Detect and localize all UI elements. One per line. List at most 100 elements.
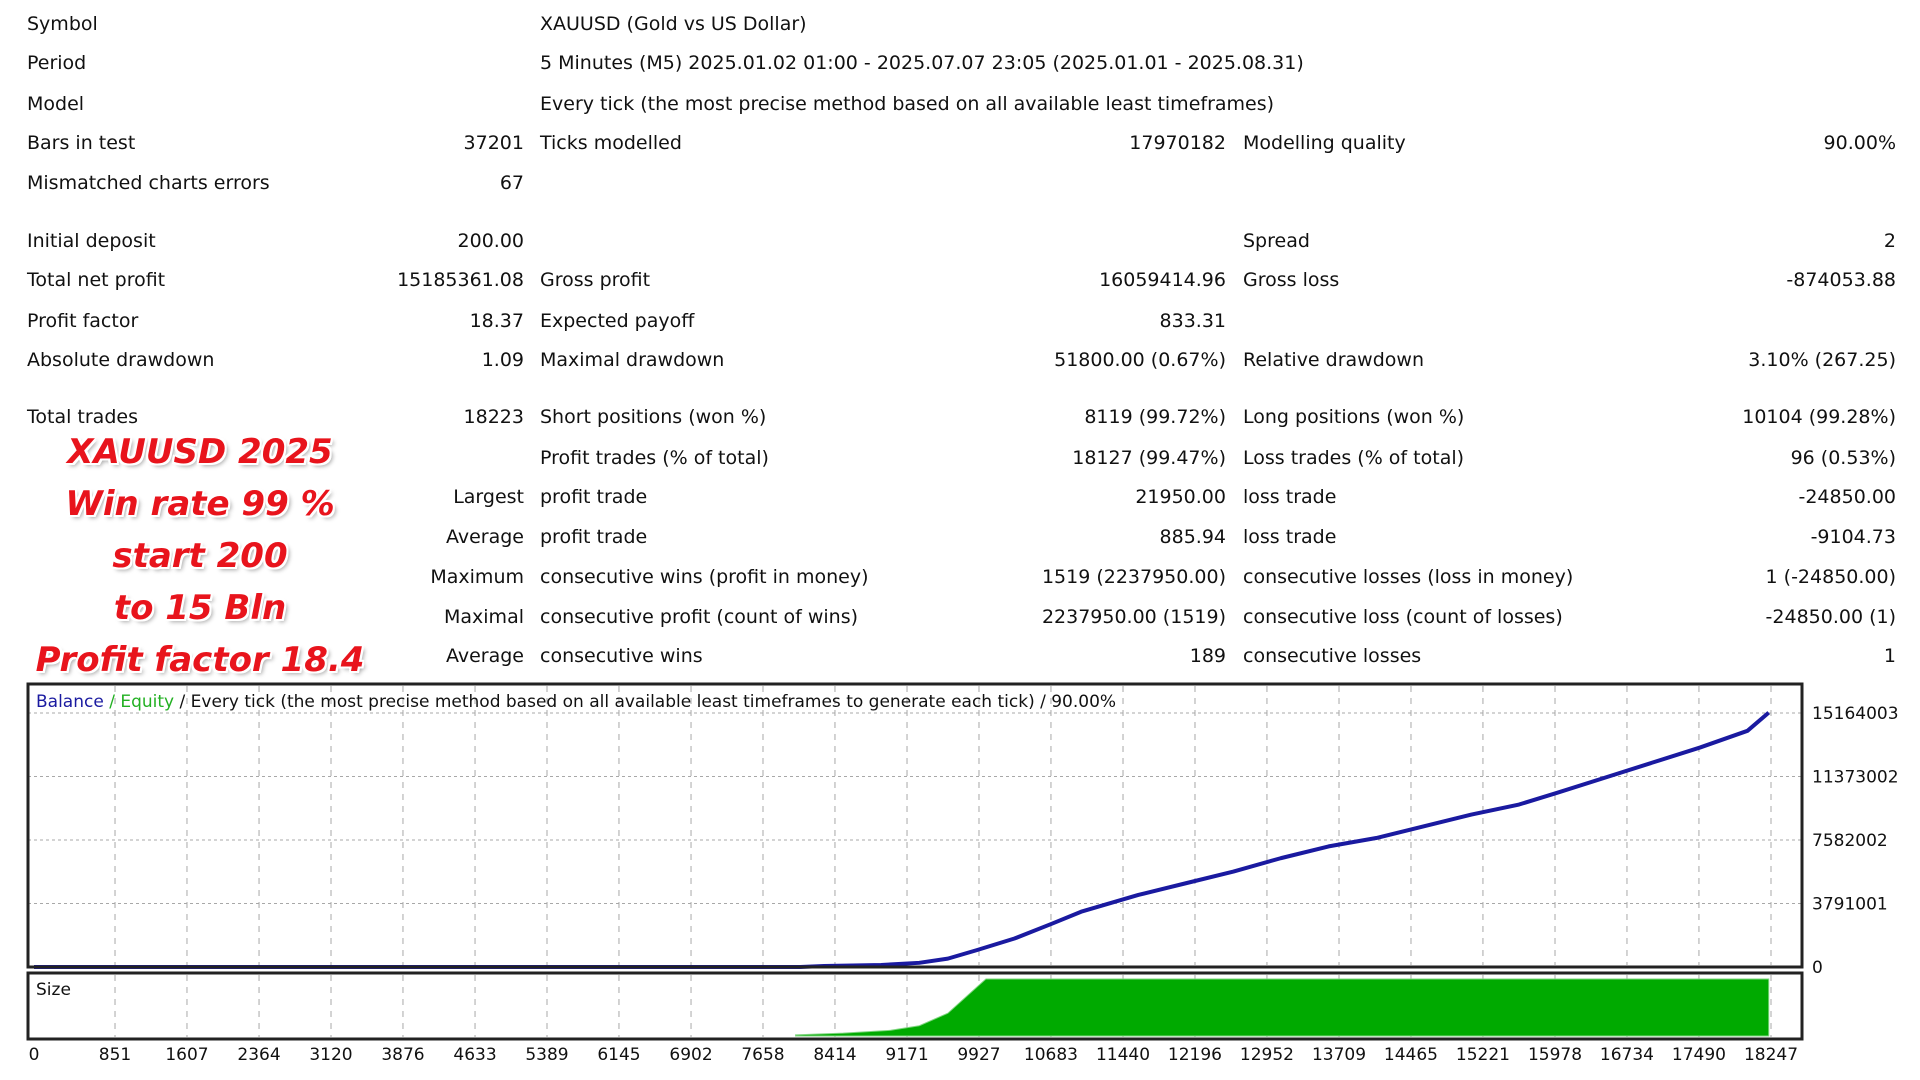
stat-label-3: Long positions (won %): [1243, 406, 1465, 428]
stat-label-1: Initial deposit: [27, 230, 156, 252]
stat-label-2: Profit trades (% of total): [540, 447, 769, 469]
x-tick-label: 16734: [1600, 1045, 1654, 1065]
x-tick-label: 3876: [381, 1045, 424, 1065]
stat-label-1: Profit factor: [27, 310, 139, 332]
stat-label-2: Expected payoff: [540, 310, 695, 332]
y-tick-label: 3791001: [1812, 895, 1888, 915]
balance-pane-frame: [26, 682, 1804, 969]
stat-label-2: Gross profit: [540, 269, 651, 291]
stat-value-1: Maximum: [430, 566, 524, 588]
stats-row: Largest profit trade 21950.00 loss trade -24…: [0, 484, 1920, 510]
stat-label-2: Every tick (the most precise method base…: [540, 93, 1275, 115]
x-tick-label: 10683: [1024, 1045, 1078, 1065]
overlay-text: to 15 Bln: [113, 588, 287, 628]
x-tick-label: 17490: [1672, 1045, 1726, 1065]
stat-label-2: XAUUSD (Gold vs US Dollar): [540, 13, 807, 35]
x-tick-label: 7658: [741, 1045, 784, 1065]
stat-label-3: loss trade: [1243, 486, 1337, 508]
stat-value-3: -24850.00 (1): [1765, 606, 1896, 628]
stats-row: Absolute drawdown 1.09 Maximal drawdown 518…: [0, 347, 1920, 373]
overlay-text: Win rate 99 %: [65, 484, 335, 524]
stat-value-1: 67: [499, 172, 524, 194]
stat-label-2: profit trade: [540, 486, 648, 508]
stats-row: Average consecutive wins 189 consecutive lo…: [0, 643, 1920, 669]
stats-row: Maximum consecutive wins (profit in money…: [0, 564, 1920, 590]
stat-value-2: 21950.00: [1135, 486, 1226, 508]
stat-value-1: 1.09: [481, 349, 524, 371]
stat-value-1: Average: [445, 526, 524, 548]
x-tick-label: 851: [99, 1045, 131, 1065]
stat-label-3: Modelling quality: [1243, 132, 1406, 154]
stats-row: Total trades 18223 Short positions (won %)…: [0, 404, 1920, 430]
stat-value-2: 18127 (99.47%): [1072, 447, 1226, 469]
y-tick-label: 11373002: [1812, 768, 1899, 788]
x-tick-label: 9171: [885, 1045, 928, 1065]
balance-line: [34, 711, 1771, 969]
stat-label-3: consecutive loss (count of losses): [1243, 606, 1563, 628]
legend-description: / Every tick (the most precise method ba…: [174, 692, 1116, 712]
legend-balance: Balance: [36, 692, 104, 712]
size-area: [795, 978, 1770, 1037]
size-pane-frame: [26, 971, 1804, 1041]
x-tick-label: 15978: [1528, 1045, 1582, 1065]
stat-label-1: Total net profit: [27, 269, 166, 291]
overlay-text: start 200: [112, 536, 288, 576]
stat-value-3: -24850.00: [1798, 486, 1896, 508]
stat-value-2: 1519 (2237950.00): [1041, 566, 1226, 588]
stat-value-2: 2237950.00 (1519): [1041, 606, 1226, 628]
stat-label-3: consecutive losses (loss in money): [1243, 566, 1574, 588]
stat-label-1: Period: [27, 52, 87, 74]
stat-label-1: Bars in test: [27, 132, 136, 154]
stat-label-1: Mismatched charts errors: [27, 172, 270, 194]
stat-value-1: 15185361.08: [397, 269, 524, 291]
x-tick-label: 9927: [957, 1045, 1000, 1065]
x-tick-label: 14465: [1384, 1045, 1438, 1065]
x-tick-label: 1607: [165, 1045, 208, 1065]
x-tick-label: 12952: [1240, 1045, 1294, 1065]
stat-value-3: 10104 (99.28%): [1742, 406, 1896, 428]
stat-value-3: 1 (-24850.00): [1765, 566, 1896, 588]
stat-value-1: 18.37: [469, 310, 524, 332]
x-tick-label: 8414: [813, 1045, 856, 1065]
stat-label-3: Loss trades (% of total): [1243, 447, 1465, 469]
stat-label-3: Spread: [1243, 230, 1310, 252]
x-tick-label: 11440: [1096, 1045, 1150, 1065]
stats-row: Bars in test 37201 Ticks modelled 17970182 M…: [0, 130, 1920, 156]
stats-row: Period 5 Minutes (M5) 2025.01.02 01:00 - …: [0, 50, 1920, 76]
stat-value-3: 2: [1883, 230, 1896, 252]
stat-value-1: Largest: [453, 486, 524, 508]
x-tick-label: 5389: [525, 1045, 568, 1065]
stat-value-3: 96 (0.53%): [1790, 447, 1896, 469]
x-tick-label: 13709: [1312, 1045, 1366, 1065]
stat-label-3: consecutive losses: [1243, 645, 1422, 667]
chart-legend: Balance / Equity / Every tick (the most …: [36, 692, 1116, 712]
stat-label-1: Model: [27, 93, 85, 115]
stat-label-1: Total trades: [27, 406, 138, 428]
stats-row: Initial deposit 200.00 Spread 2: [0, 228, 1920, 254]
stat-value-3: -9104.73: [1810, 526, 1896, 548]
stat-value-3: 3.10% (267.25): [1748, 349, 1896, 371]
stat-value-2: 885.94: [1159, 526, 1226, 548]
stats-row: Profit factor 18.37 Expected payoff 833.31: [0, 308, 1920, 334]
stats-row: Maximal consecutive profit (count of wins…: [0, 604, 1920, 630]
stat-label-3: Relative drawdown: [1243, 349, 1424, 371]
stat-value-2: 17970182: [1129, 132, 1226, 154]
x-tick-label: 2364: [237, 1045, 280, 1065]
stat-value-1: 37201: [463, 132, 524, 154]
stat-label-2: Ticks modelled: [540, 132, 682, 154]
y-tick-label: 15164003: [1812, 704, 1899, 724]
stat-value-1: 200.00: [457, 230, 524, 252]
y-tick-label: 0: [1812, 958, 1823, 978]
stat-label-2: consecutive wins (profit in money): [540, 566, 869, 588]
x-tick-label: 6145: [597, 1045, 640, 1065]
stat-value-2: 8119 (99.72%): [1084, 406, 1226, 428]
stat-value-3: 90.00%: [1823, 132, 1896, 154]
stat-value-2: 833.31: [1159, 310, 1226, 332]
stats-row: Average profit trade 885.94 loss trade -9104…: [0, 524, 1920, 550]
stat-value-2: 16059414.96: [1099, 269, 1226, 291]
stat-value-3: 1: [1883, 645, 1896, 667]
overlay-text: XAUUSD 2025: [67, 432, 333, 472]
stat-value-2: 51800.00 (0.67%): [1054, 349, 1226, 371]
x-tick-label: 15221: [1456, 1045, 1510, 1065]
x-tick-label: 0: [29, 1045, 40, 1065]
